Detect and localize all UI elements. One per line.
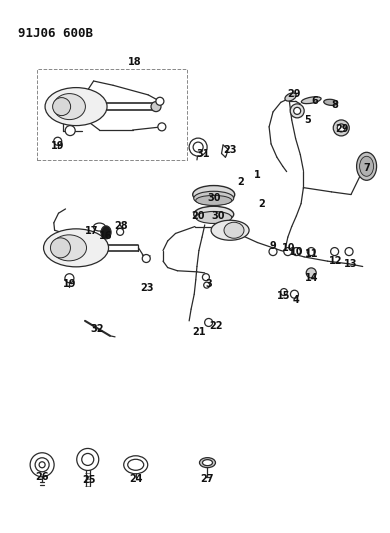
- Ellipse shape: [51, 235, 87, 261]
- Circle shape: [306, 268, 316, 278]
- Text: 91J06 600B: 91J06 600B: [18, 27, 92, 39]
- Circle shape: [65, 274, 74, 282]
- Ellipse shape: [285, 93, 296, 101]
- Circle shape: [202, 273, 209, 281]
- Text: 9: 9: [269, 241, 277, 251]
- Text: 4: 4: [293, 295, 300, 304]
- Text: 2: 2: [238, 177, 245, 187]
- Text: 29: 29: [288, 90, 301, 99]
- Circle shape: [294, 107, 301, 115]
- Circle shape: [345, 247, 353, 256]
- Ellipse shape: [194, 191, 234, 205]
- Text: 20: 20: [191, 211, 205, 221]
- Text: 17: 17: [85, 227, 98, 236]
- Ellipse shape: [45, 87, 107, 126]
- Ellipse shape: [193, 185, 235, 204]
- Ellipse shape: [101, 226, 111, 239]
- Ellipse shape: [224, 222, 244, 238]
- Text: 13: 13: [344, 259, 358, 269]
- Ellipse shape: [53, 98, 71, 116]
- Text: 22: 22: [210, 321, 223, 331]
- Circle shape: [82, 454, 94, 465]
- Text: 16: 16: [99, 231, 112, 241]
- Ellipse shape: [196, 196, 232, 205]
- Circle shape: [280, 288, 287, 296]
- Circle shape: [117, 228, 124, 236]
- Ellipse shape: [94, 223, 105, 231]
- Text: 10: 10: [282, 243, 295, 253]
- Text: 23: 23: [223, 146, 237, 155]
- Ellipse shape: [202, 459, 213, 466]
- Text: 2: 2: [259, 199, 266, 208]
- Ellipse shape: [356, 152, 377, 180]
- Circle shape: [35, 458, 49, 472]
- Circle shape: [204, 282, 210, 288]
- Circle shape: [30, 453, 54, 477]
- Text: 31: 31: [196, 149, 209, 158]
- Circle shape: [284, 247, 292, 256]
- Text: 1: 1: [254, 170, 261, 180]
- Ellipse shape: [211, 220, 249, 240]
- Ellipse shape: [199, 458, 216, 467]
- Text: 7: 7: [363, 163, 370, 173]
- Text: 32: 32: [90, 325, 103, 334]
- Text: 5: 5: [304, 115, 311, 125]
- Text: 23: 23: [141, 283, 154, 293]
- Ellipse shape: [128, 459, 144, 470]
- Circle shape: [269, 247, 277, 256]
- Circle shape: [156, 97, 164, 106]
- Text: 24: 24: [129, 474, 142, 483]
- Text: 28: 28: [114, 221, 128, 231]
- Ellipse shape: [53, 94, 85, 119]
- Text: 19: 19: [51, 141, 64, 150]
- Circle shape: [189, 138, 207, 156]
- Circle shape: [292, 247, 300, 256]
- Circle shape: [54, 137, 62, 146]
- Ellipse shape: [50, 238, 71, 258]
- Text: 30: 30: [212, 211, 225, 221]
- Text: 11: 11: [305, 249, 318, 259]
- Circle shape: [65, 126, 75, 135]
- Text: 14: 14: [305, 273, 318, 283]
- Text: 21: 21: [192, 327, 206, 336]
- Text: 12: 12: [330, 256, 343, 266]
- Text: 26: 26: [35, 472, 49, 482]
- Ellipse shape: [196, 212, 232, 223]
- Circle shape: [205, 318, 213, 327]
- Circle shape: [333, 120, 349, 136]
- Text: 8: 8: [331, 100, 338, 110]
- Circle shape: [291, 290, 298, 298]
- Text: 29: 29: [336, 124, 349, 134]
- Text: 10: 10: [290, 247, 303, 256]
- Ellipse shape: [324, 99, 338, 106]
- Circle shape: [307, 247, 315, 256]
- Text: 6: 6: [312, 96, 319, 106]
- Circle shape: [193, 142, 203, 152]
- Circle shape: [142, 254, 150, 263]
- Ellipse shape: [360, 156, 374, 176]
- Text: 18: 18: [128, 58, 141, 67]
- Ellipse shape: [301, 97, 321, 103]
- Circle shape: [337, 124, 345, 132]
- Ellipse shape: [124, 456, 148, 474]
- Text: 19: 19: [63, 279, 76, 288]
- Circle shape: [331, 247, 339, 256]
- Text: 3: 3: [205, 279, 212, 288]
- Text: 15: 15: [277, 291, 291, 301]
- Ellipse shape: [194, 206, 234, 222]
- Text: 30: 30: [207, 193, 220, 203]
- Circle shape: [77, 448, 99, 471]
- Circle shape: [151, 102, 161, 111]
- Circle shape: [39, 462, 45, 468]
- Text: 25: 25: [82, 475, 96, 484]
- Ellipse shape: [44, 229, 108, 267]
- Circle shape: [158, 123, 166, 131]
- Text: 27: 27: [200, 474, 213, 483]
- Circle shape: [290, 104, 304, 118]
